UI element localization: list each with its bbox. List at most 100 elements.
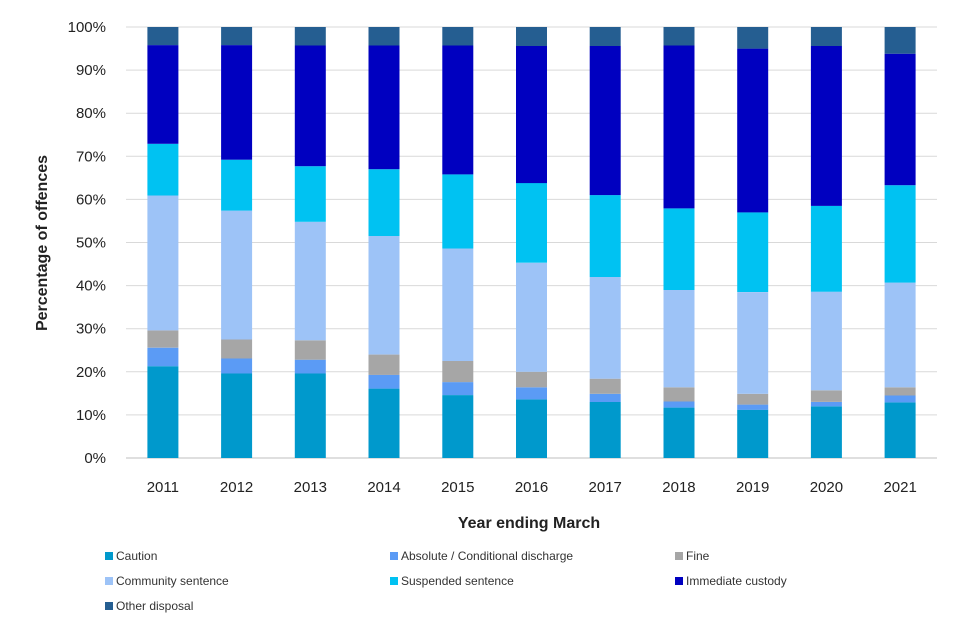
x-tick-label: 2019: [736, 479, 769, 496]
legend: Caution Absolute / Conditional discharge F…: [105, 548, 865, 614]
bar-segment: [884, 387, 916, 396]
bar-segment: [442, 45, 474, 175]
bar-segment: [147, 347, 179, 367]
bar-segment: [516, 399, 547, 458]
y-tick-label: 10%: [76, 407, 106, 424]
bar-segment: [294, 359, 326, 374]
bar-segment: [884, 402, 916, 458]
bar-segment: [294, 340, 326, 360]
bar-segment: [589, 277, 621, 379]
legend-item: Absolute / Conditional discharge: [390, 548, 675, 564]
bar-segment: [368, 27, 400, 46]
bar-segment: [516, 262, 547, 372]
y-tick-label: 70%: [76, 148, 106, 165]
legend-label: Immediate custody: [686, 574, 787, 588]
bar-segment: [884, 53, 916, 186]
x-tick-label: 2018: [662, 479, 695, 496]
x-axis-ticks: 2011 2012 2013 2014 2015 2016 2017 2018 2019 2020…: [147, 479, 917, 496]
bar-segment: [589, 402, 621, 458]
x-tick-label: 2011: [147, 479, 179, 496]
bar-segment: [810, 27, 842, 46]
bar-segment: [663, 289, 695, 388]
x-axis-title: Year ending March: [458, 515, 600, 532]
x-tick-label: 2020: [810, 479, 843, 496]
bar-segment: [147, 143, 179, 196]
legend-item: Suspended sentence: [390, 573, 675, 589]
bar-segment: [442, 27, 474, 46]
bar-segment: [147, 330, 179, 348]
bar-segment: [810, 390, 842, 402]
bar-segment: [221, 358, 253, 374]
bar-segment: [221, 159, 253, 211]
bar-segment: [737, 409, 769, 458]
y-tick-label: 80%: [76, 105, 106, 122]
bar-segment: [516, 27, 547, 46]
legend-swatch: [675, 552, 683, 560]
bar-segment: [147, 195, 179, 331]
legend-item: Caution: [105, 548, 390, 564]
bar-segment: [221, 373, 253, 458]
y-tick-label: 20%: [76, 364, 106, 381]
legend-swatch: [675, 577, 683, 585]
bars: [147, 27, 916, 458]
bar-segment: [884, 185, 916, 283]
bar-segment: [663, 407, 695, 458]
bar-segment: [368, 388, 400, 458]
bar-segment: [810, 205, 842, 292]
bar-segment: [737, 48, 769, 213]
bar-segment: [442, 382, 474, 395]
bar-segment: [147, 366, 179, 458]
bar-segment: [663, 27, 695, 46]
legend-label: Other disposal: [116, 599, 194, 613]
bar-segment: [884, 27, 916, 54]
bar-segment: [810, 291, 842, 391]
bar-segment: [589, 378, 621, 394]
x-tick-label: 2014: [367, 479, 400, 496]
bar-segment: [221, 45, 253, 160]
bar-segment: [294, 166, 326, 222]
bar-segment: [516, 183, 547, 263]
bar-segment: [368, 374, 400, 389]
bar-segment: [221, 27, 253, 46]
x-tick-label: 2012: [220, 479, 253, 496]
bar-segment: [147, 27, 179, 46]
legend-item: Immediate custody: [675, 573, 865, 589]
y-tick-label: 0%: [84, 450, 106, 467]
bar-segment: [810, 402, 842, 407]
bar-segment: [442, 395, 474, 458]
stacked-bar-chart: 0%10%20%30%40%50%60%70%80%90%100% 2011 20…: [34, 19, 937, 532]
bar-segment: [368, 236, 400, 355]
bar-segment: [663, 45, 695, 209]
bar-segment: [147, 45, 179, 144]
bar-segment: [294, 373, 326, 458]
x-tick-label: 2016: [515, 479, 548, 496]
y-tick-label: 90%: [76, 62, 106, 79]
bar-segment: [294, 27, 326, 46]
bar-segment: [516, 387, 547, 400]
legend-swatch: [105, 602, 113, 610]
bar-segment: [442, 174, 474, 249]
y-tick-label: 30%: [76, 321, 106, 338]
y-axis-ticks: 0% 10% 20% 30% 40% 50% 60% 70% 80% 90% 100%: [68, 19, 106, 467]
legend-label: Absolute / Conditional discharge: [401, 549, 574, 563]
bar-segment: [368, 45, 400, 170]
bar-segment: [663, 387, 695, 402]
bar-segment: [737, 292, 769, 394]
y-tick-label: 50%: [76, 235, 106, 252]
bar-segment: [368, 354, 400, 375]
x-tick-label: 2013: [294, 479, 327, 496]
y-axis-title: Percentage of offences: [34, 155, 51, 331]
legend-swatch: [390, 552, 398, 560]
bar-segment: [589, 46, 621, 196]
bar-segment: [221, 210, 253, 340]
legend-item: Other disposal: [105, 598, 390, 614]
bar-segment: [442, 248, 474, 361]
bar-segment: [810, 46, 842, 206]
y-tick-label: 40%: [76, 278, 106, 295]
legend-label: Caution: [116, 549, 158, 563]
legend-swatch: [105, 577, 113, 585]
bar-segment: [294, 221, 326, 341]
bar-segment: [516, 46, 547, 184]
bar-segment: [810, 406, 842, 458]
bar-segment: [884, 282, 916, 388]
